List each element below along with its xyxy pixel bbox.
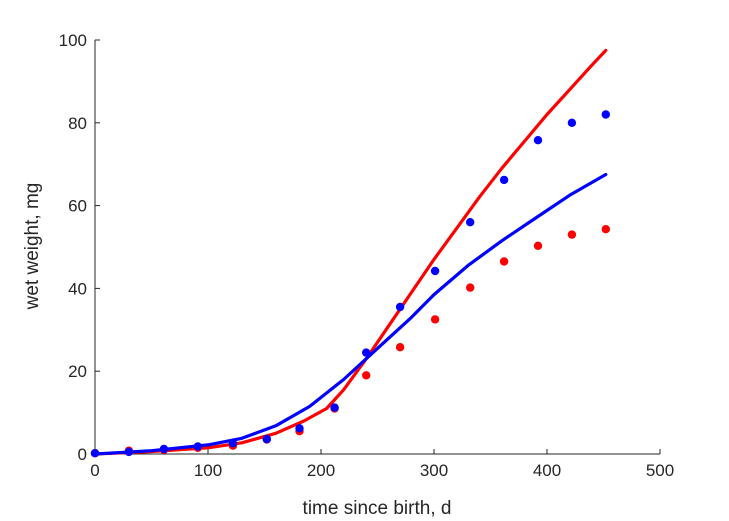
data-point [533, 241, 543, 250]
series-lines [93, 48, 608, 456]
x-tick-label: 500 [646, 461, 674, 480]
data-point [430, 266, 440, 276]
data-point [90, 449, 100, 458]
x-tick-label: 200 [307, 461, 335, 480]
data-point [430, 315, 440, 324]
x-tick-label: 0 [90, 461, 99, 480]
data-point [159, 444, 169, 454]
y-tick-label: 40 [68, 279, 87, 298]
y-tick-label: 20 [68, 362, 87, 381]
data-point [499, 257, 509, 266]
data-point [601, 225, 610, 234]
data-point [567, 230, 577, 239]
series-points [90, 110, 610, 458]
data-point [262, 434, 271, 444]
series-line-2 [93, 48, 608, 456]
y-tick-label: 0 [78, 445, 87, 464]
x-axis-label: time since birth, d [303, 498, 452, 519]
data-point [395, 302, 405, 312]
data-point [295, 424, 304, 433]
data-point [193, 442, 202, 451]
data-point [330, 403, 339, 412]
data-point [466, 283, 475, 292]
x-tick-label: 300 [420, 461, 448, 480]
data-point [499, 175, 509, 185]
x-tick-label: 100 [194, 461, 222, 480]
y-axis-label: wet weight, mg [22, 183, 43, 311]
data-point [533, 136, 543, 145]
data-point [362, 348, 371, 357]
data-point [362, 371, 371, 380]
y-tick-label: 60 [68, 197, 87, 216]
data-point [466, 218, 475, 227]
x-tick-label: 400 [533, 461, 561, 480]
data-point [395, 343, 405, 352]
series-line-3 [93, 172, 608, 456]
y-tick-label: 80 [68, 114, 87, 133]
tick-labels: 0 100 200 300 400 500 0 20 40 60 80 100 [59, 31, 675, 480]
y-tick-label: 100 [59, 31, 87, 50]
data-point [567, 118, 577, 128]
data-point [124, 447, 134, 457]
data-point [228, 439, 238, 448]
axes [94, 39, 661, 455]
data-point [601, 110, 610, 119]
